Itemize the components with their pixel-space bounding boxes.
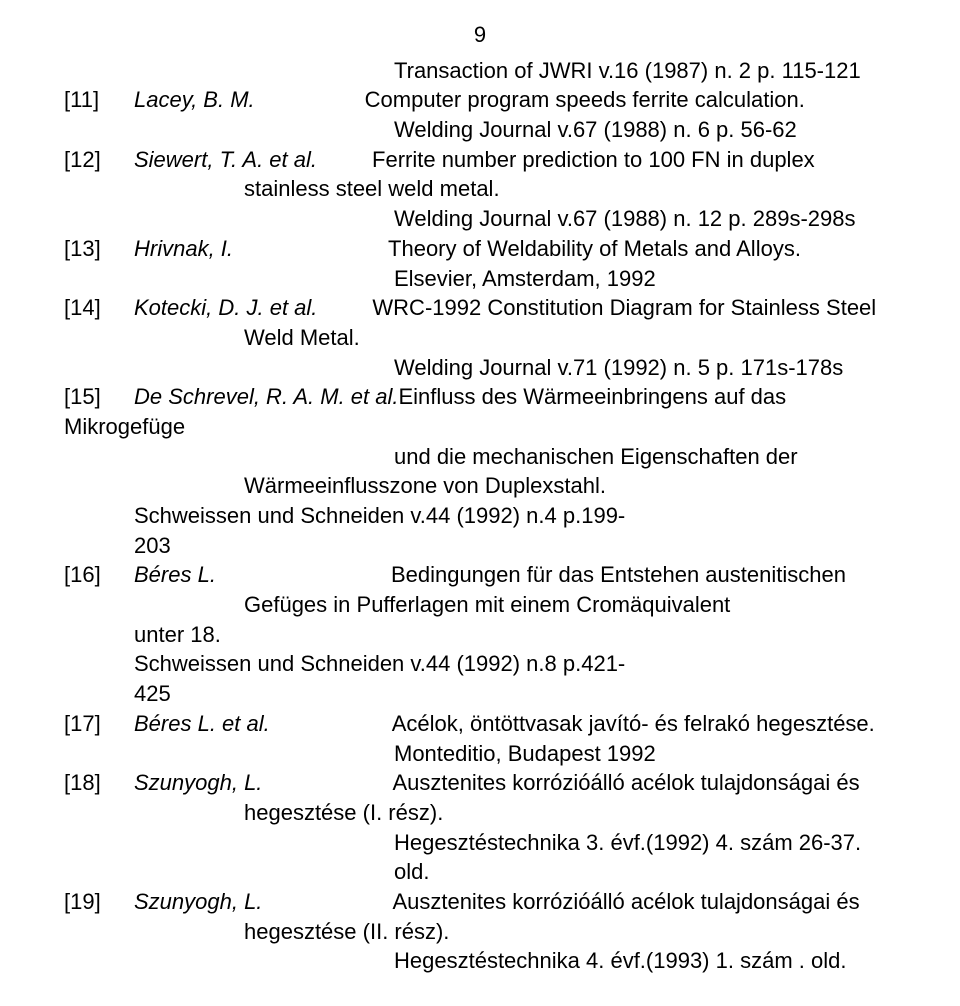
ref-15-line2: und die mechanischen Eigenschaften der <box>394 442 896 472</box>
ref-17-label: [17] <box>64 709 134 739</box>
page: 9 Transaction of JWRI v.16 (1987) n. 2 p… <box>0 0 960 1006</box>
ref-19-line2: hegesztése (II. rész). <box>244 917 896 947</box>
ref-11: [11]Lacey, B. M. Computer program speeds … <box>64 85 896 115</box>
ref-16-line4: Schweissen und Schneiden v.44 (1992) n.8… <box>134 649 896 679</box>
ref-13-line2: Elsevier, Amsterdam, 1992 <box>394 264 896 294</box>
ref-13-title: Theory of Weldability of Metals and Allo… <box>388 236 801 261</box>
ref-12-label: [12] <box>64 145 134 175</box>
ref-19-label: [19] <box>64 887 134 917</box>
ref-16-line5: 425 <box>134 679 896 709</box>
ref-16: [16]Béres L. Bedingungen für das Entstehe… <box>64 560 896 590</box>
ref-18-title: Ausztenites korrózióálló acélok tulajdon… <box>392 770 859 795</box>
ref-12-line3: Welding Journal v.67 (1988) n. 12 p. 289… <box>394 204 896 234</box>
ref-13-author: Hrivnak, I. <box>134 234 233 264</box>
page-number: 9 <box>64 20 896 50</box>
ref-19-title: Ausztenites korrózióálló acélok tulajdon… <box>392 889 859 914</box>
ref-17-author: Béres L. et al. <box>134 709 270 739</box>
ref-16-line3: unter 18. <box>134 620 896 650</box>
ref-18-line2: hegesztése (I. rész). <box>244 798 896 828</box>
ref-14-author: Kotecki, D. J. et al. <box>134 293 317 323</box>
ref-12: [12]Siewert, T. A. et al. Ferrite number … <box>64 145 896 175</box>
ref-13-label: [13] <box>64 234 134 264</box>
ref-14-title: WRC-1992 Constitution Diagram for Stainl… <box>372 295 876 320</box>
ref-15: [15]De Schrevel, R. A. M. et al.Einfluss… <box>64 382 896 441</box>
ref-17-title: Acélok, öntöttvasak javító- és felrakó h… <box>392 711 875 736</box>
ref-14-line2: Weld Metal. <box>244 323 896 353</box>
ref-15-line3: Wärmeeinflusszone von Duplexstahl. <box>244 471 896 501</box>
ref-15-line4: Schweissen und Schneiden v.44 (1992) n.4… <box>134 501 896 531</box>
ref-11-label: [11] <box>64 85 134 115</box>
ref-18-author: Szunyogh, L. <box>134 768 262 798</box>
ref-19-line3: Hegesztéstechnika 4. évf.(1993) 1. szám … <box>394 946 896 976</box>
ref-18-label: [18] <box>64 768 134 798</box>
ref-19-author: Szunyogh, L. <box>134 887 262 917</box>
ref-12-author: Siewert, T. A. et al. <box>134 145 317 175</box>
ref-16-label: [16] <box>64 560 134 590</box>
ref-11-line2: Welding Journal v.67 (1988) n. 6 p. 56-6… <box>394 115 896 145</box>
ref-13: [13]Hrivnak, I. Theory of Weldability of … <box>64 234 896 264</box>
ref-15-author: De Schrevel, R. A. M. et al. <box>134 382 399 412</box>
ref-16-title: Bedingungen für das Entstehen austenitis… <box>391 562 846 587</box>
ref-11-title: Computer program speeds ferrite calculat… <box>365 87 805 112</box>
ref-18-line3: Hegesztéstechnika 3. évf.(1992) 4. szám … <box>394 828 896 887</box>
ref-18: [18]Szunyogh, L. Ausztenites korrózióálló… <box>64 768 896 798</box>
ref-17: [17]Béres L. et al. Acélok, öntöttvasak j… <box>64 709 896 739</box>
ref-11-author: Lacey, B. M. <box>134 85 255 115</box>
ref-11-preline: Transaction of JWRI v.16 (1987) n. 2 p. … <box>394 56 896 86</box>
ref-16-line2: Gefüges in Pufferlagen mit einem Cromäqu… <box>244 590 896 620</box>
ref-16-author: Béres L. <box>134 560 216 590</box>
ref-14-label: [14] <box>64 293 134 323</box>
ref-14-line3: Welding Journal v.71 (1992) n. 5 p. 171s… <box>394 353 896 383</box>
ref-15-line5: 203 <box>134 531 896 561</box>
ref-19: [19]Szunyogh, L. Ausztenites korrózióálló… <box>64 887 896 917</box>
ref-17-line2: Monteditio, Budapest 1992 <box>394 739 896 769</box>
ref-14: [14]Kotecki, D. J. et al. WRC-1992 Consti… <box>64 293 896 323</box>
ref-12-line2: stainless steel weld metal. <box>244 174 896 204</box>
ref-12-title: Ferrite number prediction to 100 FN in d… <box>372 147 815 172</box>
ref-15-label: [15] <box>64 382 134 412</box>
